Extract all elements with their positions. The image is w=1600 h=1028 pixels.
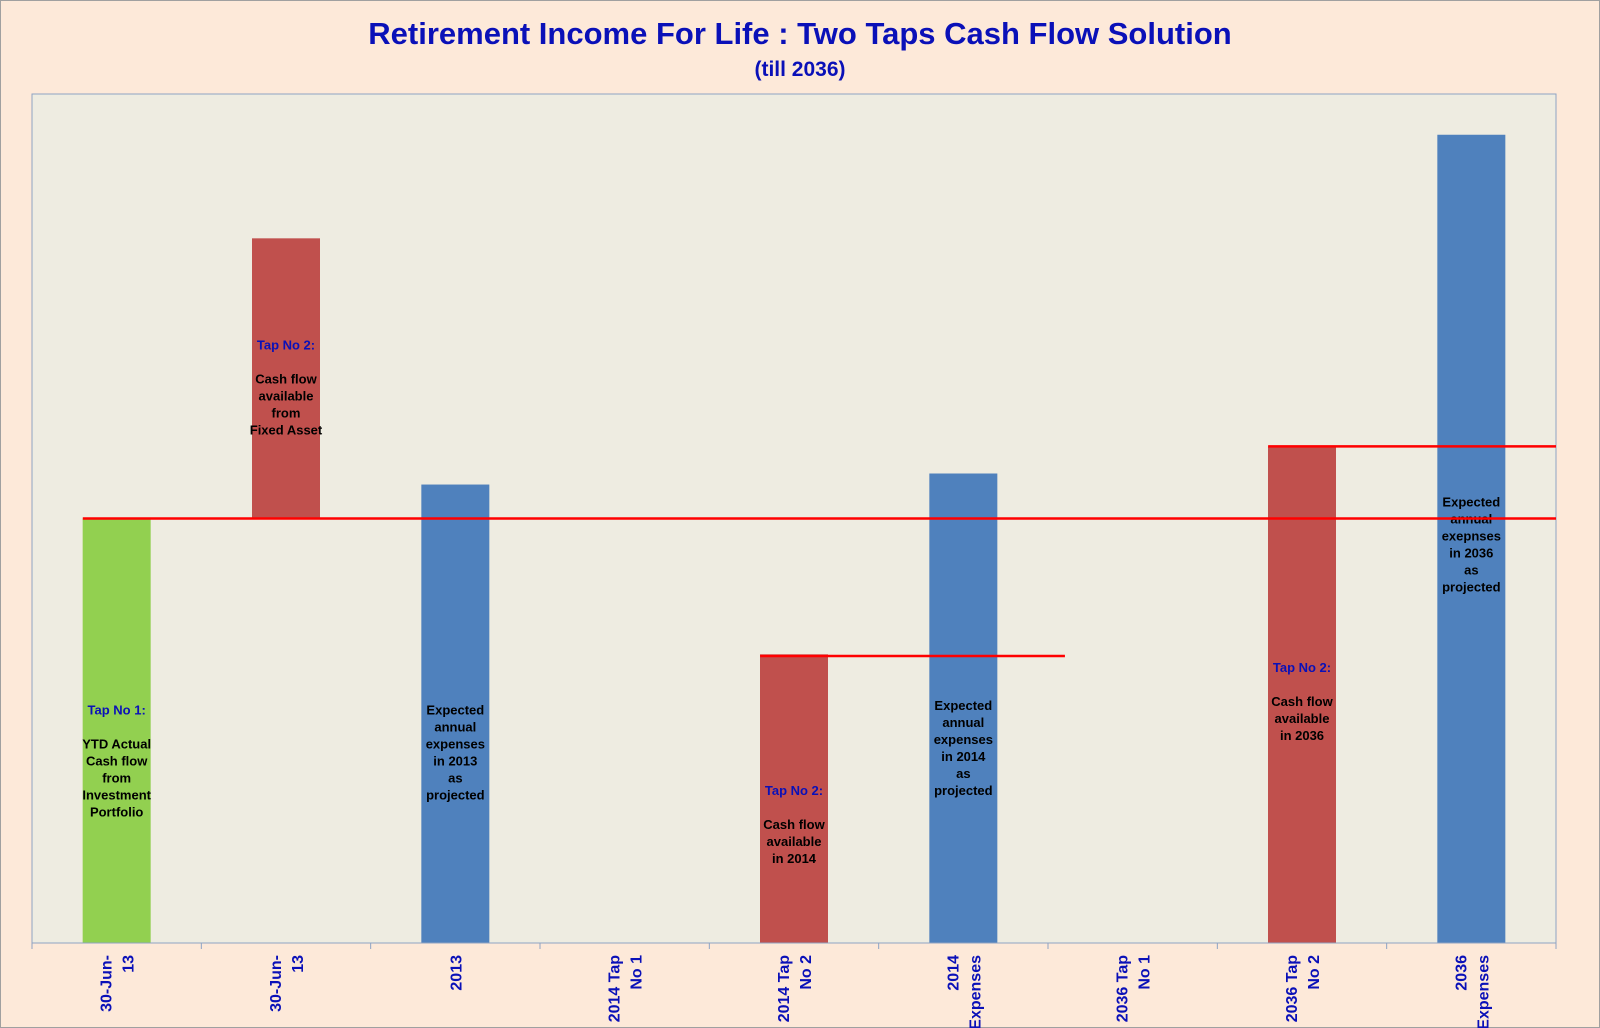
bar-label-heading: Tap No 1: (88, 702, 146, 717)
bar-label-line: annual (942, 715, 984, 730)
bar-label-line: from (102, 770, 131, 785)
x-tick-label-1: 30-Jun- 13 (99, 955, 138, 1012)
bar-label-9: Expected annual exepnses in 2036 as projected (1442, 494, 1501, 594)
x-tick-label-line: No 1 (629, 955, 646, 990)
x-tick-label-line: 13 (290, 955, 307, 973)
bar-label-line: expenses (426, 736, 485, 751)
bar-label-line: in 2036 (1280, 728, 1324, 743)
bar-label-line: available (1275, 711, 1330, 726)
x-tick-label-5: 2014 Tap No 2 (776, 955, 815, 1023)
bar-label-heading: Tap No 2: (1273, 660, 1331, 675)
bar-label-line: YTD Actual (82, 736, 151, 751)
x-tick-label-4: 2014 Tap No 1 (607, 955, 646, 1023)
bar-label-line: Expected (426, 702, 484, 717)
bar-label-line: from (272, 405, 301, 420)
bars-layer (82, 134, 1506, 943)
x-tick-label-line: Expenses (1475, 955, 1492, 1028)
x-tick-label-line: 13 (121, 955, 138, 973)
bar-label-line: projected (1442, 579, 1501, 594)
x-tick-label-line: No 2 (1306, 955, 1323, 990)
bar-label-line: Expected (934, 698, 992, 713)
bar-label-line: Fixed Asset (250, 422, 323, 437)
x-tick-label-line: 30-Jun- (268, 955, 285, 1012)
bar-label-line: Cash flow (255, 371, 317, 386)
bar-label-line: in 2013 (433, 753, 477, 768)
bar-label-line: available (767, 834, 822, 849)
bar-label-line: in 2014 (772, 851, 817, 866)
x-tick-label-9: 2036 Expenses (1453, 955, 1492, 1028)
bar-label-line: exepnses (1442, 528, 1501, 543)
chart-subtitle: (till 2036) (754, 58, 846, 81)
x-tick-label-line: 2014 Tap (776, 955, 793, 1023)
bar-label-8: Tap No 2: Cash flow available in 2036 (1271, 660, 1333, 743)
bar-9 (1437, 134, 1506, 943)
bar-1 (82, 518, 151, 943)
bar-label-line: expenses (934, 732, 993, 747)
x-tick-label-3: 2013 (448, 955, 465, 991)
x-tick-label-line: 30-Jun- (99, 955, 116, 1012)
bar-label-line: as (956, 766, 970, 781)
x-tick-label-6: 2014 Expenses (945, 955, 984, 1028)
bar-label-line: as (1464, 562, 1478, 577)
bar-label-line: annual (434, 719, 476, 734)
bar-label-line: as (448, 770, 462, 785)
bar-label-1: Tap No 1: YTD Actual Cash flow from Investme… (82, 702, 151, 819)
x-tick-label-line: 2036 Tap (1284, 955, 1301, 1023)
bar-label-line: available (259, 388, 314, 403)
x-tick-label-2: 30-Jun- 13 (268, 955, 307, 1012)
x-tick-label-line: Expenses (967, 955, 984, 1028)
bar-label-line: Cash flow (763, 817, 825, 832)
bar-label-6: Expected annual expenses in 2014 as projected (934, 698, 993, 798)
bar-label-line: projected (934, 783, 993, 798)
bar-label-heading: Tap No 2: (765, 783, 823, 798)
bar-label-line: projected (426, 787, 485, 802)
bar-3 (421, 484, 490, 943)
bar-label-line: in 2014 (941, 749, 986, 764)
x-tick-label-line: No 2 (798, 955, 815, 990)
reference-lines-layer (82, 445, 1556, 658)
bar-label-line: Expected (1442, 494, 1500, 509)
x-tick-label-line: 2036 (1453, 955, 1470, 991)
bar-label-heading: Tap No 2: (257, 337, 315, 352)
bar-5 (760, 654, 828, 943)
bar-label-2: Tap No 2: Cash flow available from Fixed Ass… (250, 337, 323, 437)
bar-8 (1268, 446, 1336, 943)
bar-label-line: Portfolio (90, 804, 143, 819)
bar-label-line: Cash flow (1271, 694, 1333, 709)
x-tick-label-line: 2013 (448, 955, 465, 991)
x-tick-label-line: 2014 Tap (607, 955, 624, 1023)
x-tick-label-line: 2014 (945, 955, 962, 991)
x-tick-label-line: No 1 (1137, 955, 1154, 990)
x-axis: 30-Jun- 13 30-Jun- 13 2013 2014 Tap No 1 2014 T… (31, 942, 1557, 1028)
x-tick-label-line: 2036 Tap (1115, 955, 1132, 1023)
x-tick-label-8: 2036 Tap No 2 (1284, 955, 1323, 1023)
bar-label-line: Investment (82, 787, 151, 802)
bar-labels-layer: Tap No 1: YTD Actual Cash flow from Investme… (82, 337, 1501, 866)
chart-title: Retirement Income For Life : Two Taps Ca… (368, 16, 1232, 51)
bar-label-line: Cash flow (86, 753, 148, 768)
bar-label-3: Expected annual expenses in 2013 as projected (426, 702, 485, 802)
bar-label-line: in 2036 (1449, 545, 1493, 560)
bar-2 (252, 238, 320, 519)
bar-6 (929, 473, 998, 943)
bar-label-5: Tap No 2: Cash flow available in 2014 (763, 783, 825, 866)
x-tick-label-7: 2036 Tap No 1 (1115, 955, 1154, 1023)
